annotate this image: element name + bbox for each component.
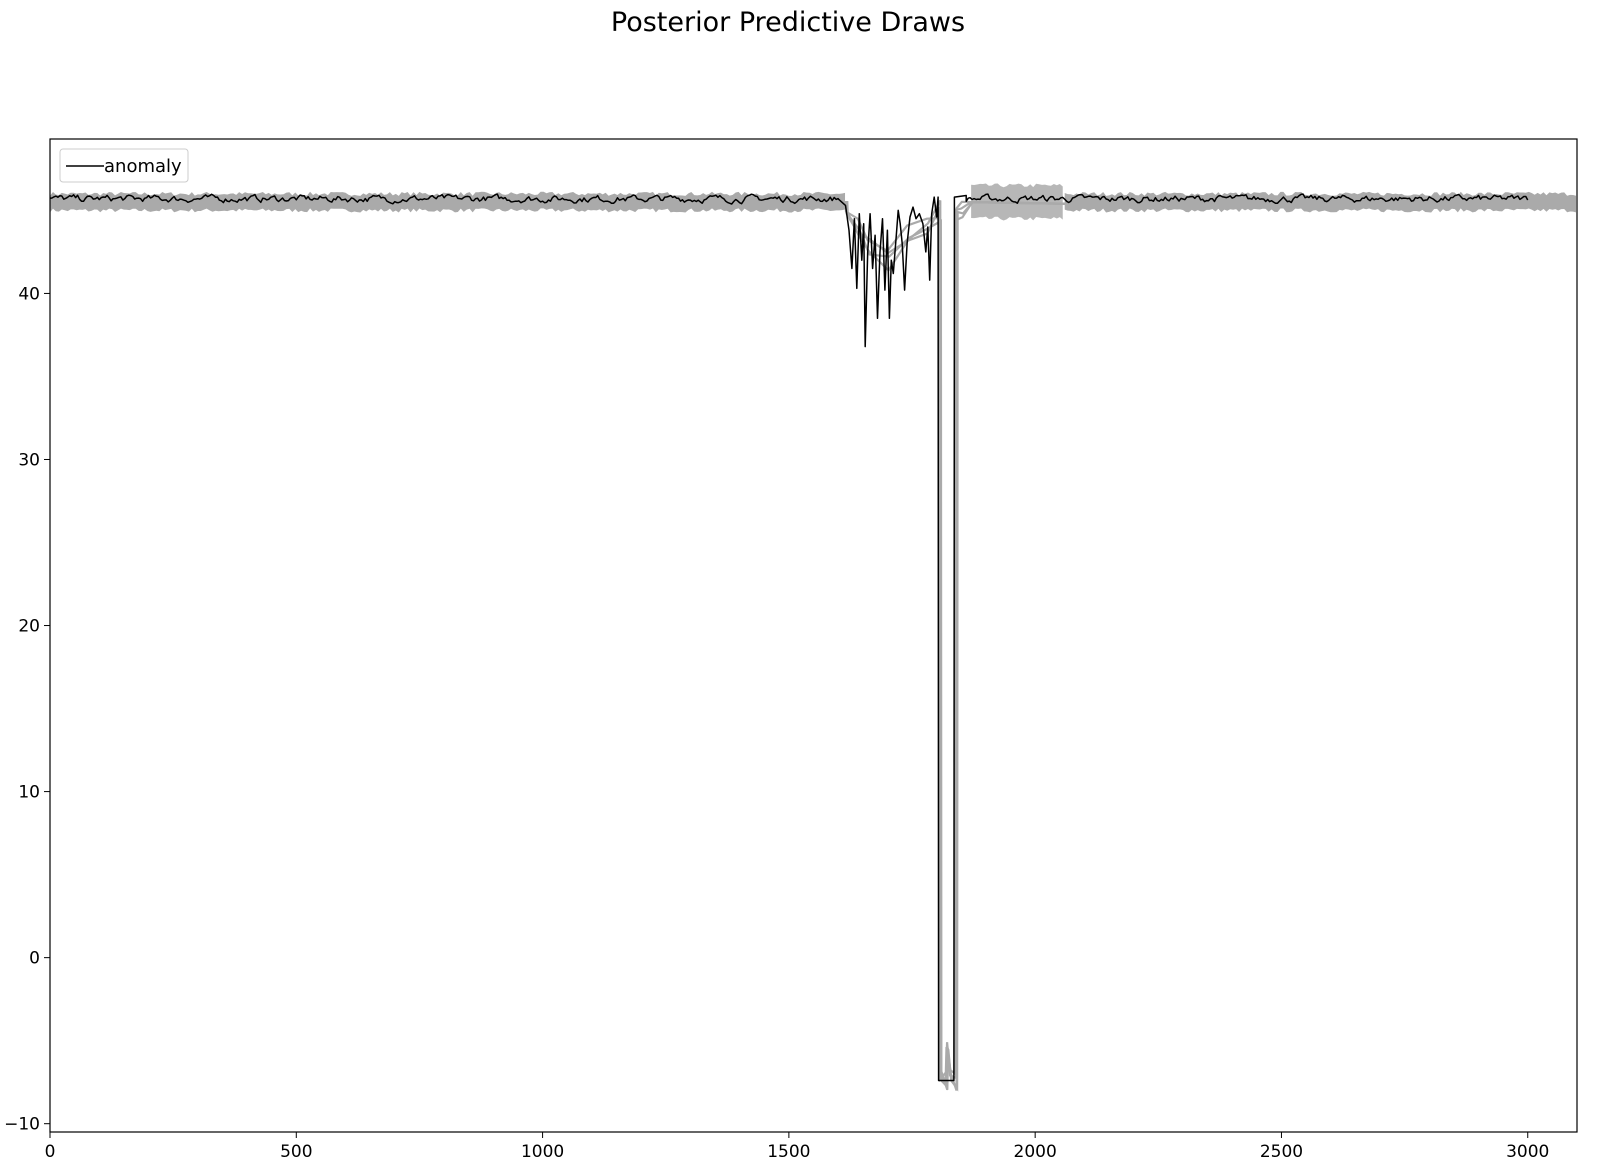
x-tick-label: 2000 <box>1014 1142 1057 1162</box>
x-axis: 0 500 1000 1500 2000 2500 3000 <box>45 1132 1549 1162</box>
chart-title: Posterior Predictive Draws <box>611 7 965 38</box>
x-tick-label: 1000 <box>521 1142 564 1162</box>
plot-frame <box>49 138 1578 1133</box>
y-tick-label: 0 <box>29 949 40 969</box>
y-tick-label: 40 <box>18 284 40 304</box>
posterior-band-left <box>50 191 846 213</box>
y-tick-label: −10 <box>4 1115 40 1135</box>
x-tick-label: 0 <box>45 1142 56 1162</box>
y-axis: −10 0 10 20 30 40 <box>4 284 50 1135</box>
plot-background <box>50 139 1577 1132</box>
x-tick-label: 1500 <box>767 1142 810 1162</box>
anomaly-series-layer <box>49 193 1529 1082</box>
plot-area <box>49 138 1578 1133</box>
y-tick-label: 10 <box>18 783 40 803</box>
y-tick-label: 30 <box>18 450 40 470</box>
y-tick-label: 20 <box>18 617 40 637</box>
anomaly-series-line <box>49 193 1529 1082</box>
legend-box <box>59 148 189 183</box>
x-tick-label: 3000 <box>1506 1142 1549 1162</box>
legend-label-anomaly: anomaly <box>104 156 182 177</box>
x-tick-label: 500 <box>280 1142 312 1162</box>
x-tick-label: 2500 <box>1260 1142 1303 1162</box>
legend: anomaly <box>59 148 189 183</box>
